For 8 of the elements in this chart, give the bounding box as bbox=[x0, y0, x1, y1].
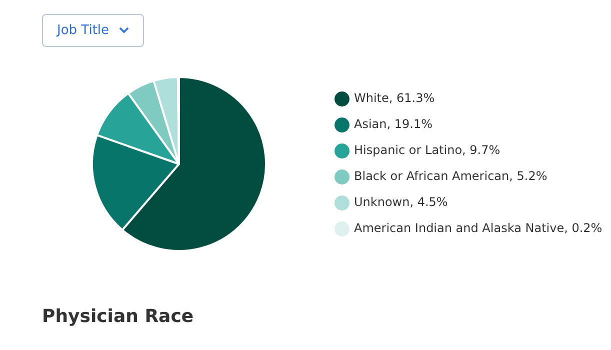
legend-label: Unknown, 4.5% bbox=[354, 195, 448, 210]
legend-label: American Indian and Alaska Native, 0.2% bbox=[354, 221, 602, 236]
legend-label: Hispanic or Latino, 9.7% bbox=[354, 143, 500, 158]
legend-label: White, 61.3% bbox=[354, 91, 435, 106]
text: Job Title bbox=[57, 23, 110, 38]
text: Physician Race bbox=[42, 306, 194, 327]
legend-label: Black or African American, 5.2% bbox=[354, 169, 548, 184]
legend-label: Asian, 19.1% bbox=[354, 117, 433, 132]
